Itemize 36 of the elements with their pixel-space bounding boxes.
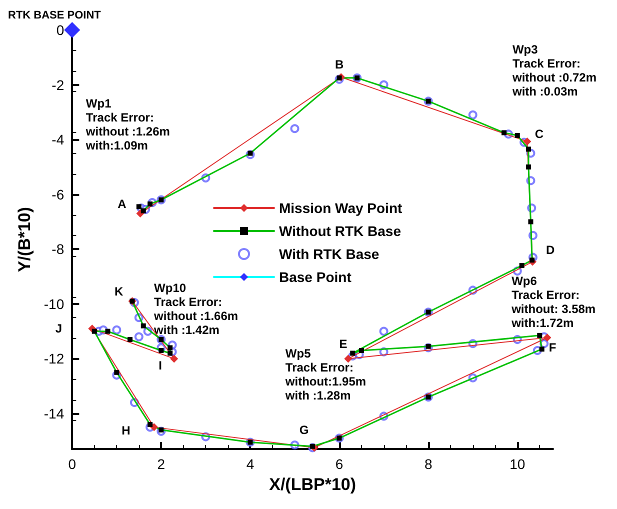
- legend-label: Without RTK Base: [279, 223, 402, 239]
- y-tick-label: -14: [44, 405, 64, 422]
- x-tick-label: 2: [157, 456, 166, 472]
- y-tick-label: -6: [52, 186, 64, 202]
- x-tick-label: 8: [424, 456, 432, 472]
- annotation: I: [158, 358, 162, 373]
- legend-label: Base Point: [279, 269, 352, 285]
- y-tick-label: -12: [44, 350, 64, 367]
- y-tick-label: 0: [56, 22, 64, 38]
- x-tick-label: 6: [335, 456, 344, 472]
- annotation: E: [339, 337, 348, 352]
- annotation: Wp10 Track Error: without :1.66m with :1.42m: [153, 280, 238, 337]
- x-tick-label: 4: [246, 456, 254, 472]
- annotation: K: [114, 284, 124, 299]
- annotation: B: [334, 58, 344, 72]
- y-tick-label: -10: [44, 296, 64, 312]
- text: RTK BASE POINT: [8, 10, 102, 22]
- text: J: [55, 322, 62, 336]
- x-tick-label: 10: [510, 456, 526, 472]
- y-axis-title: Y/(B*10): [15, 206, 34, 272]
- annotation: C: [534, 126, 544, 141]
- x-axis-title: X/(LBP*10): [269, 475, 356, 494]
- annotation: H: [122, 424, 130, 438]
- y-tick-label: -4: [52, 132, 64, 148]
- annotation: Wp1 Track Error: without :1.26m with:1.09m: [84, 96, 170, 152]
- annotation: A: [118, 196, 127, 211]
- legend-label: With RTK Base: [279, 246, 380, 262]
- legend-label: Mission Way Point: [279, 200, 402, 216]
- annotation: Wp3 Track Error: without :0.72m with :0.03m: [511, 42, 596, 99]
- y-tick-label: -8: [52, 241, 64, 258]
- annotation: D: [546, 243, 555, 258]
- y-tick-label: -2: [52, 76, 64, 93]
- annotation: F: [548, 340, 556, 355]
- annotation: Wp6 Track Error: without: 3.58m with:1.72m: [510, 274, 596, 330]
- annotation: G: [299, 422, 309, 437]
- x-tick-label: 0: [68, 456, 76, 472]
